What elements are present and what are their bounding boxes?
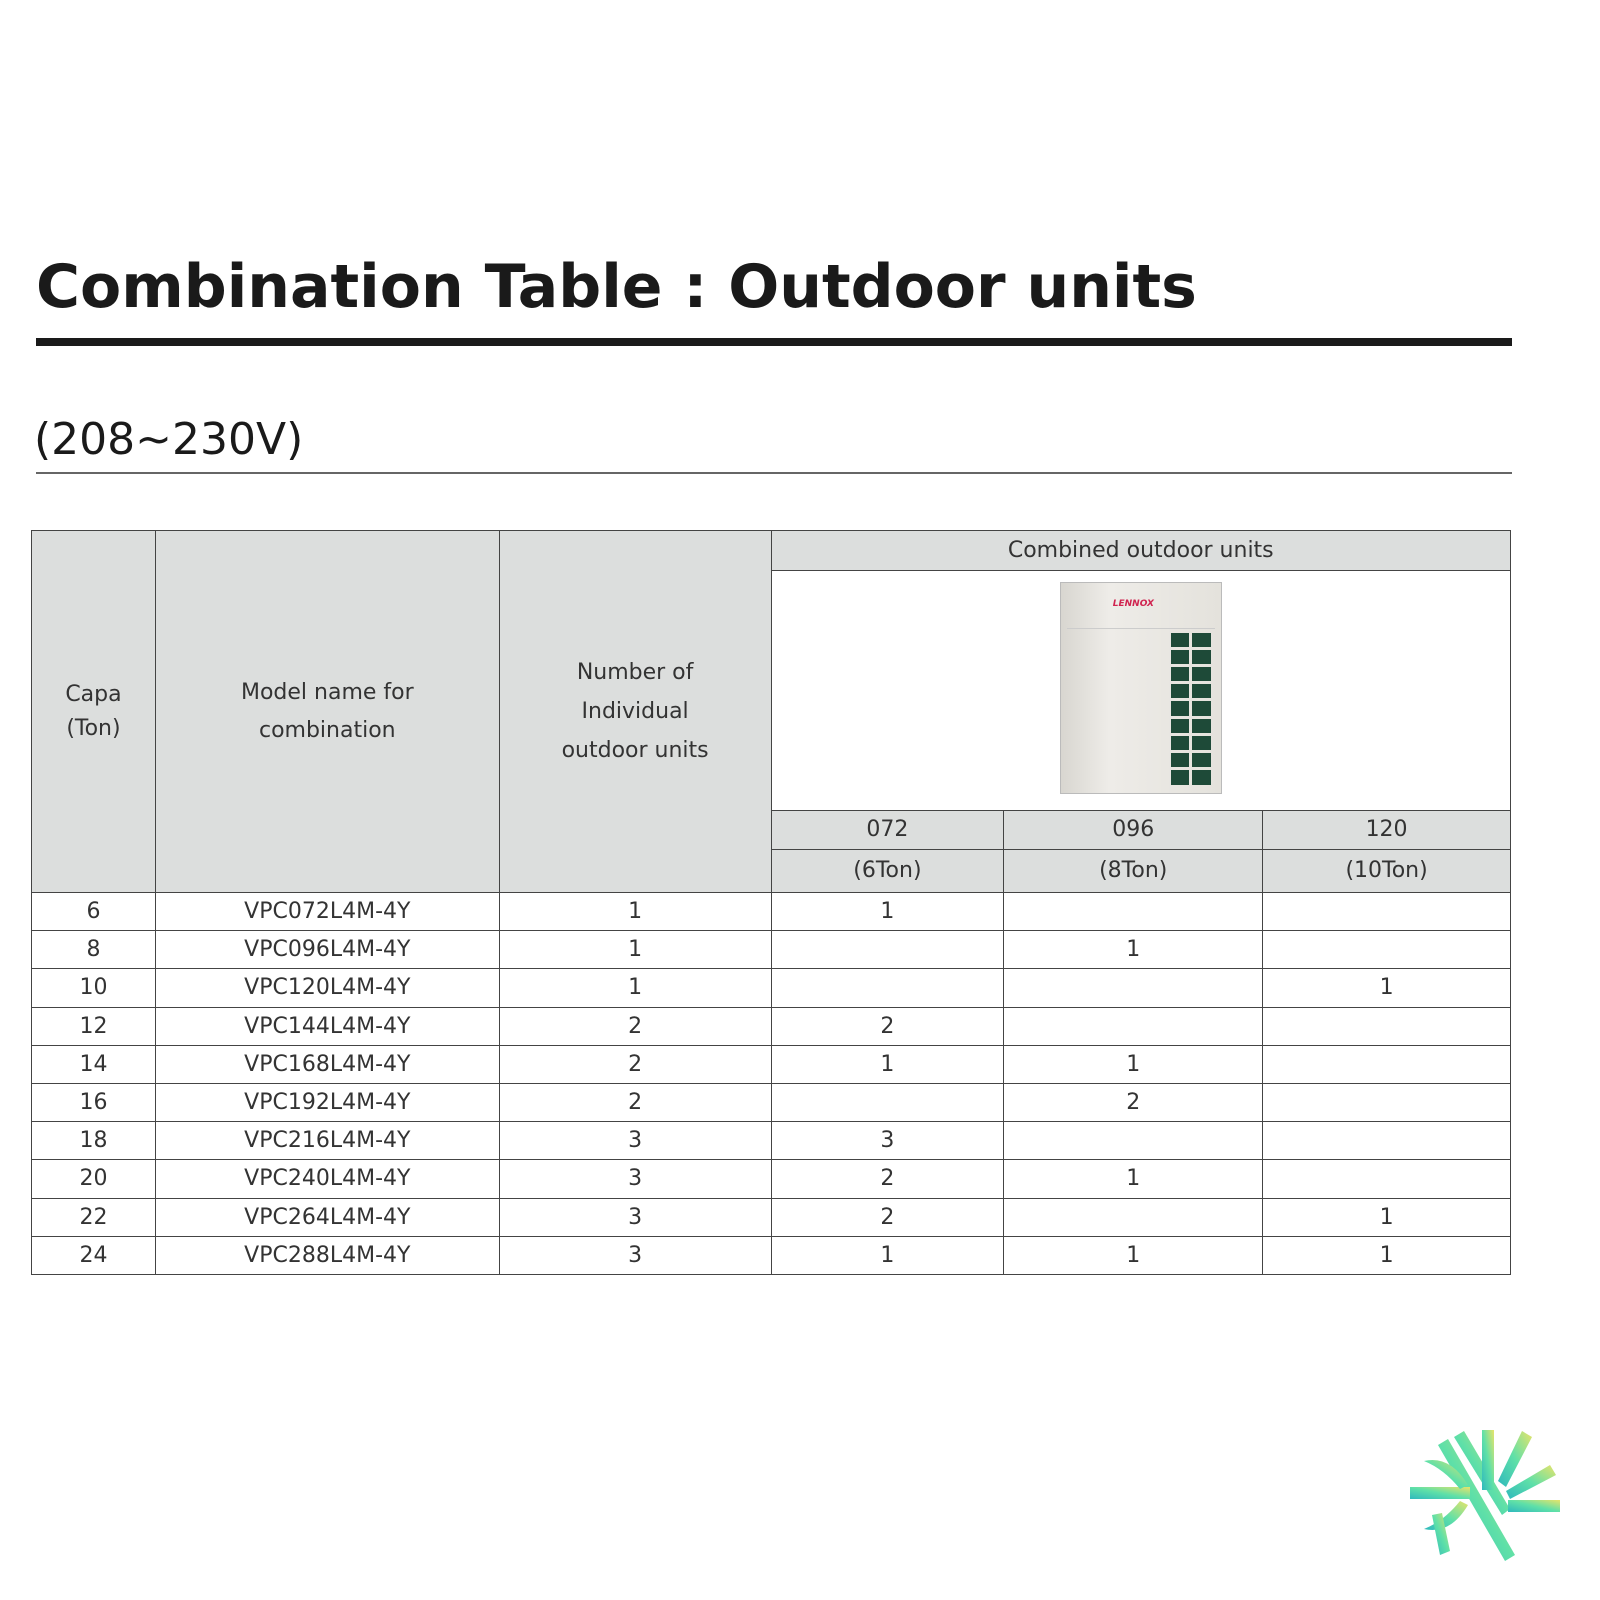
table-row: 10 VPC120L4M-4Y 1 1	[31, 968, 1511, 1008]
cell-u072	[770, 1082, 1005, 1123]
cell-u096: 2	[1003, 1082, 1264, 1123]
table-row: 20 VPC240L4M-4Y 3 2 1	[31, 1159, 1511, 1199]
cell-u072: 1	[770, 891, 1005, 932]
table-row: 14 VPC168L4M-4Y 2 1 1	[31, 1044, 1511, 1084]
cell-model: VPC240L4M-4Y	[154, 1159, 500, 1199]
table-row: 18 VPC216L4M-4Y 3 3	[31, 1121, 1511, 1161]
cell-capa: 16	[31, 1082, 156, 1123]
cell-u072	[770, 968, 1005, 1008]
cell-num: 2	[498, 1044, 772, 1084]
cell-u072: 1	[770, 1235, 1005, 1275]
outdoor-unit-image-cell: LENNOX	[770, 570, 1512, 811]
cell-capa: 22	[31, 1197, 156, 1237]
subtitle-divider	[36, 472, 1512, 474]
cell-u120	[1262, 1159, 1511, 1199]
cell-u096: 1	[1003, 1159, 1264, 1199]
cell-u096: 1	[1003, 1044, 1264, 1084]
snowflake-sun-logo	[1410, 1430, 1560, 1561]
table-row: 16 VPC192L4M-4Y 2 2	[31, 1082, 1511, 1123]
cell-u120: 1	[1262, 1235, 1511, 1275]
cell-num: 1	[498, 930, 772, 970]
cell-capa: 8	[31, 930, 156, 970]
cell-model: VPC120L4M-4Y	[154, 968, 500, 1008]
cell-capa: 10	[31, 968, 156, 1008]
cell-num: 3	[498, 1197, 772, 1237]
cell-u072: 2	[770, 1006, 1005, 1046]
table-row: 24 VPC288L4M-4Y 3 1 1 1	[31, 1235, 1511, 1275]
cell-u120: 1	[1262, 1197, 1511, 1237]
cell-capa: 6	[31, 891, 156, 932]
cell-capa: 18	[31, 1121, 156, 1161]
cell-u120	[1262, 930, 1511, 970]
header-number: Number of Individual outdoor units	[498, 530, 772, 893]
cell-u096	[1003, 1121, 1264, 1161]
table-row: 6 VPC072L4M-4Y 1 1	[31, 891, 1511, 932]
cell-num: 3	[498, 1235, 772, 1275]
header-combined: Combined outdoor units	[770, 530, 1512, 571]
cell-capa: 24	[31, 1235, 156, 1275]
cell-model: VPC264L4M-4Y	[154, 1197, 500, 1237]
voltage-subtitle: (208~230V)	[34, 414, 304, 465]
cell-u096: 1	[1003, 1235, 1264, 1275]
header-6ton: (6Ton)	[770, 849, 1005, 893]
brand-logo: LENNOX	[1112, 598, 1154, 609]
table-row: 12 VPC144L4M-4Y 2 2	[31, 1006, 1511, 1046]
header-096: 096	[1003, 810, 1264, 850]
cell-capa: 14	[31, 1044, 156, 1084]
cell-num: 3	[498, 1121, 772, 1161]
cell-u072: 2	[770, 1159, 1005, 1199]
cell-num: 1	[498, 968, 772, 1008]
cell-u072: 1	[770, 1044, 1005, 1084]
cell-u096: 1	[1003, 930, 1264, 970]
header-072: 072	[770, 810, 1005, 850]
cell-u120: 1	[1262, 968, 1511, 1008]
cell-model: VPC216L4M-4Y	[154, 1121, 500, 1161]
title-divider	[36, 338, 1512, 346]
cell-num: 2	[498, 1082, 772, 1123]
header-capa: Capa (Ton)	[31, 530, 156, 893]
cell-model: VPC192L4M-4Y	[154, 1082, 500, 1123]
cell-u120	[1262, 1006, 1511, 1046]
header-8ton: (8Ton)	[1003, 849, 1264, 893]
cell-capa: 12	[31, 1006, 156, 1046]
cell-u120	[1262, 1082, 1511, 1123]
cell-model: VPC168L4M-4Y	[154, 1044, 500, 1084]
combination-table: Capa (Ton) Model name for combination Numb…	[31, 530, 1512, 1275]
cell-num: 2	[498, 1006, 772, 1046]
cell-u096	[1003, 891, 1264, 932]
outdoor-unit-image: LENNOX	[1059, 581, 1222, 794]
cell-u072: 2	[770, 1197, 1005, 1237]
cell-model: VPC096L4M-4Y	[154, 930, 500, 970]
cell-model: VPC072L4M-4Y	[154, 891, 500, 932]
cell-u096	[1003, 1197, 1264, 1237]
cell-u120	[1262, 891, 1511, 932]
cell-model: VPC144L4M-4Y	[154, 1006, 500, 1046]
page-title: Combination Table : Outdoor units	[36, 252, 1197, 322]
header-10ton: (10Ton)	[1262, 849, 1511, 893]
cell-u072: 3	[770, 1121, 1005, 1161]
cell-u120	[1262, 1121, 1511, 1161]
cell-u120	[1262, 1044, 1511, 1084]
cell-num: 1	[498, 891, 772, 932]
table-row: 22 VPC264L4M-4Y 3 2 1	[31, 1197, 1511, 1237]
cell-model: VPC288L4M-4Y	[154, 1235, 500, 1275]
cell-num: 3	[498, 1159, 772, 1199]
table-row: 8 VPC096L4M-4Y 1 1	[31, 930, 1511, 970]
cell-capa: 20	[31, 1159, 156, 1199]
header-120: 120	[1262, 810, 1511, 850]
header-model: Model name for combination	[154, 530, 500, 893]
cell-u072	[770, 930, 1005, 970]
cell-u096	[1003, 968, 1264, 1008]
cell-u096	[1003, 1006, 1264, 1046]
